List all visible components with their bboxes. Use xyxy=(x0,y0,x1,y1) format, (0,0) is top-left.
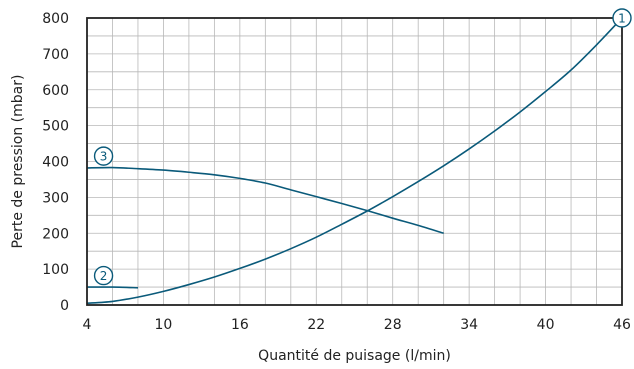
plot-frame xyxy=(86,17,623,306)
y-tick-label: 800 xyxy=(42,11,69,27)
x-tick-label: 22 xyxy=(307,317,325,333)
series-line-2 xyxy=(86,286,138,289)
x-tick-label: 4 xyxy=(83,317,92,333)
marker-number: 2 xyxy=(100,269,108,283)
marker-number: 3 xyxy=(100,150,108,164)
marker-circle xyxy=(612,8,632,28)
y-tick-label: 200 xyxy=(42,226,69,242)
x-tick-labels: 4 10 16 22 28 34 40 46 xyxy=(83,317,631,333)
y-tick-label: 0 xyxy=(60,298,69,314)
marker-circle xyxy=(93,265,114,286)
y-tick-label: 500 xyxy=(42,119,69,135)
y-tick-labels: 0 100 200 300 400 500 600 700 800 xyxy=(42,11,69,314)
series-marker-2: 2 xyxy=(93,265,114,286)
x-tick-label: 28 xyxy=(384,317,402,333)
y-tick-label: 300 xyxy=(42,190,69,206)
y-tick-label: 400 xyxy=(42,155,69,171)
x-tick-label: 10 xyxy=(155,317,173,333)
series-line-1 xyxy=(86,17,623,305)
y-tick-label: 600 xyxy=(42,83,69,99)
y-tick-label: 100 xyxy=(42,262,69,278)
x-tick-label: 46 xyxy=(613,317,631,333)
series-markers: 1 2 3 xyxy=(93,8,632,286)
series-lines xyxy=(86,17,623,305)
x-tick-label: 40 xyxy=(537,317,555,333)
series-line-3 xyxy=(86,166,444,235)
x-axis-label: Quantité de puisage (l/min) xyxy=(258,348,451,364)
marker-number: 1 xyxy=(618,12,626,26)
x-tick-label: 34 xyxy=(460,317,478,333)
series-marker-1: 1 xyxy=(612,8,632,28)
y-axis-label: Perte de pression (mbar) xyxy=(10,75,26,249)
y-tick-label: 700 xyxy=(42,47,69,63)
minor-grid xyxy=(87,18,622,305)
series-marker-3: 3 xyxy=(93,146,114,166)
x-tick-label: 16 xyxy=(231,317,249,333)
marker-circle xyxy=(93,146,114,166)
